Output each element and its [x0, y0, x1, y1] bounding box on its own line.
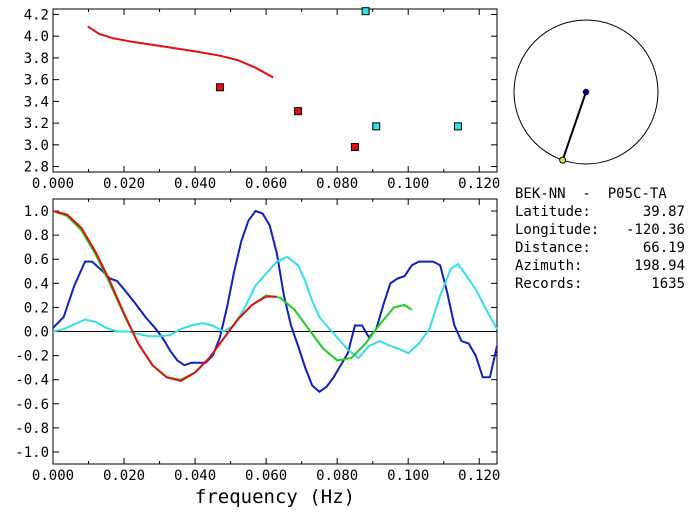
- bottom-plot-x-tick-label: 0.020: [103, 468, 145, 484]
- station-info-panel: BEK-NN - P05C-TA Latitude: 39.87 Longitu…: [515, 185, 696, 293]
- bottom-plot-y-tick-label: -0.2: [15, 349, 49, 365]
- azimuth-end-marker: [559, 156, 567, 164]
- latitude-value: 39.87: [642, 204, 685, 220]
- bottom-plot-y-tick-label: 0.8: [24, 228, 49, 244]
- top-plot-frame: [52, 8, 498, 173]
- bottom-plot-y-tick-label: 0.6: [24, 252, 49, 268]
- data-marker: [361, 7, 370, 16]
- bottom-plot-x-tick-label: 0.000: [32, 468, 74, 484]
- longitude-label: Longitude:: [515, 222, 600, 238]
- top-plot-y-tick-label: 4.0: [24, 29, 49, 45]
- top-plot-x-tick-label: 0.000: [32, 176, 74, 192]
- velocity-curve: [87, 25, 274, 79]
- bottom-plot-x-tick-label: 0.100: [387, 468, 429, 484]
- bottom-plot-x-tick-label: 0.120: [458, 468, 500, 484]
- data-marker: [350, 143, 359, 152]
- top-plot-y-tick-label: 3.2: [24, 116, 49, 132]
- azimuth-line: [561, 91, 587, 161]
- series-red: [52, 210, 277, 382]
- bottom-plot-y-tick-label: -0.6: [15, 397, 49, 413]
- top-plot-y-tick-label: 3.6: [24, 73, 49, 89]
- bottom-plot-y-tick-label: -0.4: [15, 373, 49, 389]
- azimuth-row: Azimuth: 198.94: [515, 257, 696, 275]
- distance-row: Distance: 66.19: [515, 239, 696, 257]
- dispersion-plot: 0.000 0.020 0.040 0.060 0.080 0.100 0.120 2.8 3.…: [24, 7, 500, 192]
- bottom-plot-x-tick-label: 0.060: [245, 468, 287, 484]
- distance-label: Distance:: [515, 240, 591, 256]
- compass-circle: [513, 19, 659, 165]
- longitude-row: Longitude: -120.36: [515, 221, 696, 239]
- latitude-label: Latitude:: [515, 204, 591, 220]
- distance-value: 66.19: [642, 240, 685, 256]
- bottom-plot-x-tick-label: 0.040: [174, 468, 216, 484]
- latitude-row: Latitude: 39.87: [515, 203, 696, 221]
- top-plot-x-tick-label: 0.060: [245, 176, 287, 192]
- records-row: Records: 1635: [515, 275, 696, 293]
- top-plot-x-tick-label: 0.100: [387, 176, 429, 192]
- series-green: [52, 210, 413, 381]
- top-plot-y-tick-label: 3.4: [24, 94, 49, 110]
- series-cyan: [52, 255, 498, 360]
- station-dot: [582, 88, 590, 96]
- longitude-value: -120.36: [625, 222, 685, 238]
- top-plot-y-tick-label: 3.0: [24, 138, 49, 154]
- coherence-plot: 0.000 0.020 0.040 0.060 0.080 0.100 0.120 1.0 0.…: [15, 198, 500, 508]
- bottom-plot-y-tick-label: 0.2: [24, 300, 49, 316]
- data-marker: [215, 83, 224, 92]
- top-plot-x-tick-label: 0.020: [103, 176, 145, 192]
- data-marker: [372, 122, 381, 131]
- data-marker: [453, 122, 462, 131]
- bottom-plot-y-tick-label: 0.4: [24, 276, 49, 292]
- bottom-plot-y-tick-label: 0.0: [24, 325, 49, 341]
- bottom-plot-y-tick-label: -1.0: [15, 445, 49, 461]
- series-blue: [52, 209, 498, 393]
- top-plot-x-tick-label: 0.080: [316, 176, 358, 192]
- top-plot-y-tick-label: 4.2: [24, 7, 49, 23]
- station-pair-header: BEK-NN - P05C-TA: [515, 186, 667, 202]
- records-label: Records:: [515, 276, 583, 292]
- records-value: 1635: [651, 276, 685, 292]
- top-plot-y-tick-label: 3.8: [24, 51, 49, 67]
- data-marker: [294, 107, 303, 116]
- bottom-plot-y-tick-label: -0.8: [15, 421, 49, 437]
- azimuth-value: 198.94: [634, 258, 685, 274]
- azimuth-compass: [513, 19, 659, 165]
- bottom-plot-x-tick-label: 0.080: [316, 468, 358, 484]
- azimuth-label: Azimuth:: [515, 258, 583, 274]
- top-plot-x-tick-label: 0.040: [174, 176, 216, 192]
- bottom-plot-y-tick-label: 1.0: [24, 204, 49, 220]
- x-axis-label: frequency (Hz): [195, 486, 355, 508]
- top-plot-x-tick-label: 0.120: [458, 176, 500, 192]
- top-plot-y-tick-label: 2.8: [24, 160, 49, 176]
